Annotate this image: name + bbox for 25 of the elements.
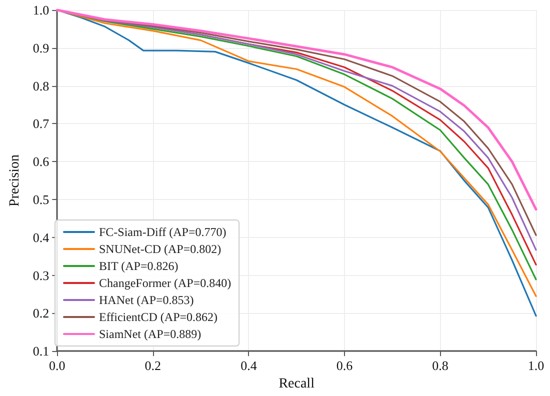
legend-label: SNUNet-CD (AP=0.802) xyxy=(99,242,222,256)
x-tick-label: 0.2 xyxy=(144,358,162,374)
legend-label: ChangeFormer (AP=0.840) xyxy=(99,276,232,290)
legend-label: EfficientCD (AP=0.862) xyxy=(99,310,218,324)
y-tick-label: 0.1 xyxy=(32,344,50,359)
y-tick-label: 0.6 xyxy=(32,154,50,170)
x-tick-label: 0.8 xyxy=(432,358,448,374)
y-tick-label: 0.4 xyxy=(32,230,50,245)
y-tick-label: 0.3 xyxy=(32,268,50,283)
legend-label: FC-Siam-Diff (AP=0.770) xyxy=(99,225,226,239)
x-axis-title: Recall xyxy=(278,376,315,392)
legend-label: BIT (AP=0.826) xyxy=(99,259,178,273)
y-axis-title: Precision xyxy=(8,154,22,207)
x-tick-label: 0.4 xyxy=(240,358,258,374)
x-tick-label: 0.0 xyxy=(49,358,66,374)
legend-label: HANet (AP=0.853) xyxy=(99,293,194,307)
y-tick-label: 0.2 xyxy=(32,306,50,321)
x-tick-label: 0.6 xyxy=(336,358,354,374)
y-tick-label: 0.8 xyxy=(32,78,50,94)
x-tick-label: 1.0 xyxy=(528,358,544,374)
y-tick-label: 0.9 xyxy=(32,40,50,56)
y-tick-label: 0.7 xyxy=(32,116,50,132)
y-tick-label: 0.5 xyxy=(32,192,50,207)
y-tick-label: 1.0 xyxy=(32,2,50,18)
legend-label: SiamNet (AP=0.889) xyxy=(99,327,202,341)
